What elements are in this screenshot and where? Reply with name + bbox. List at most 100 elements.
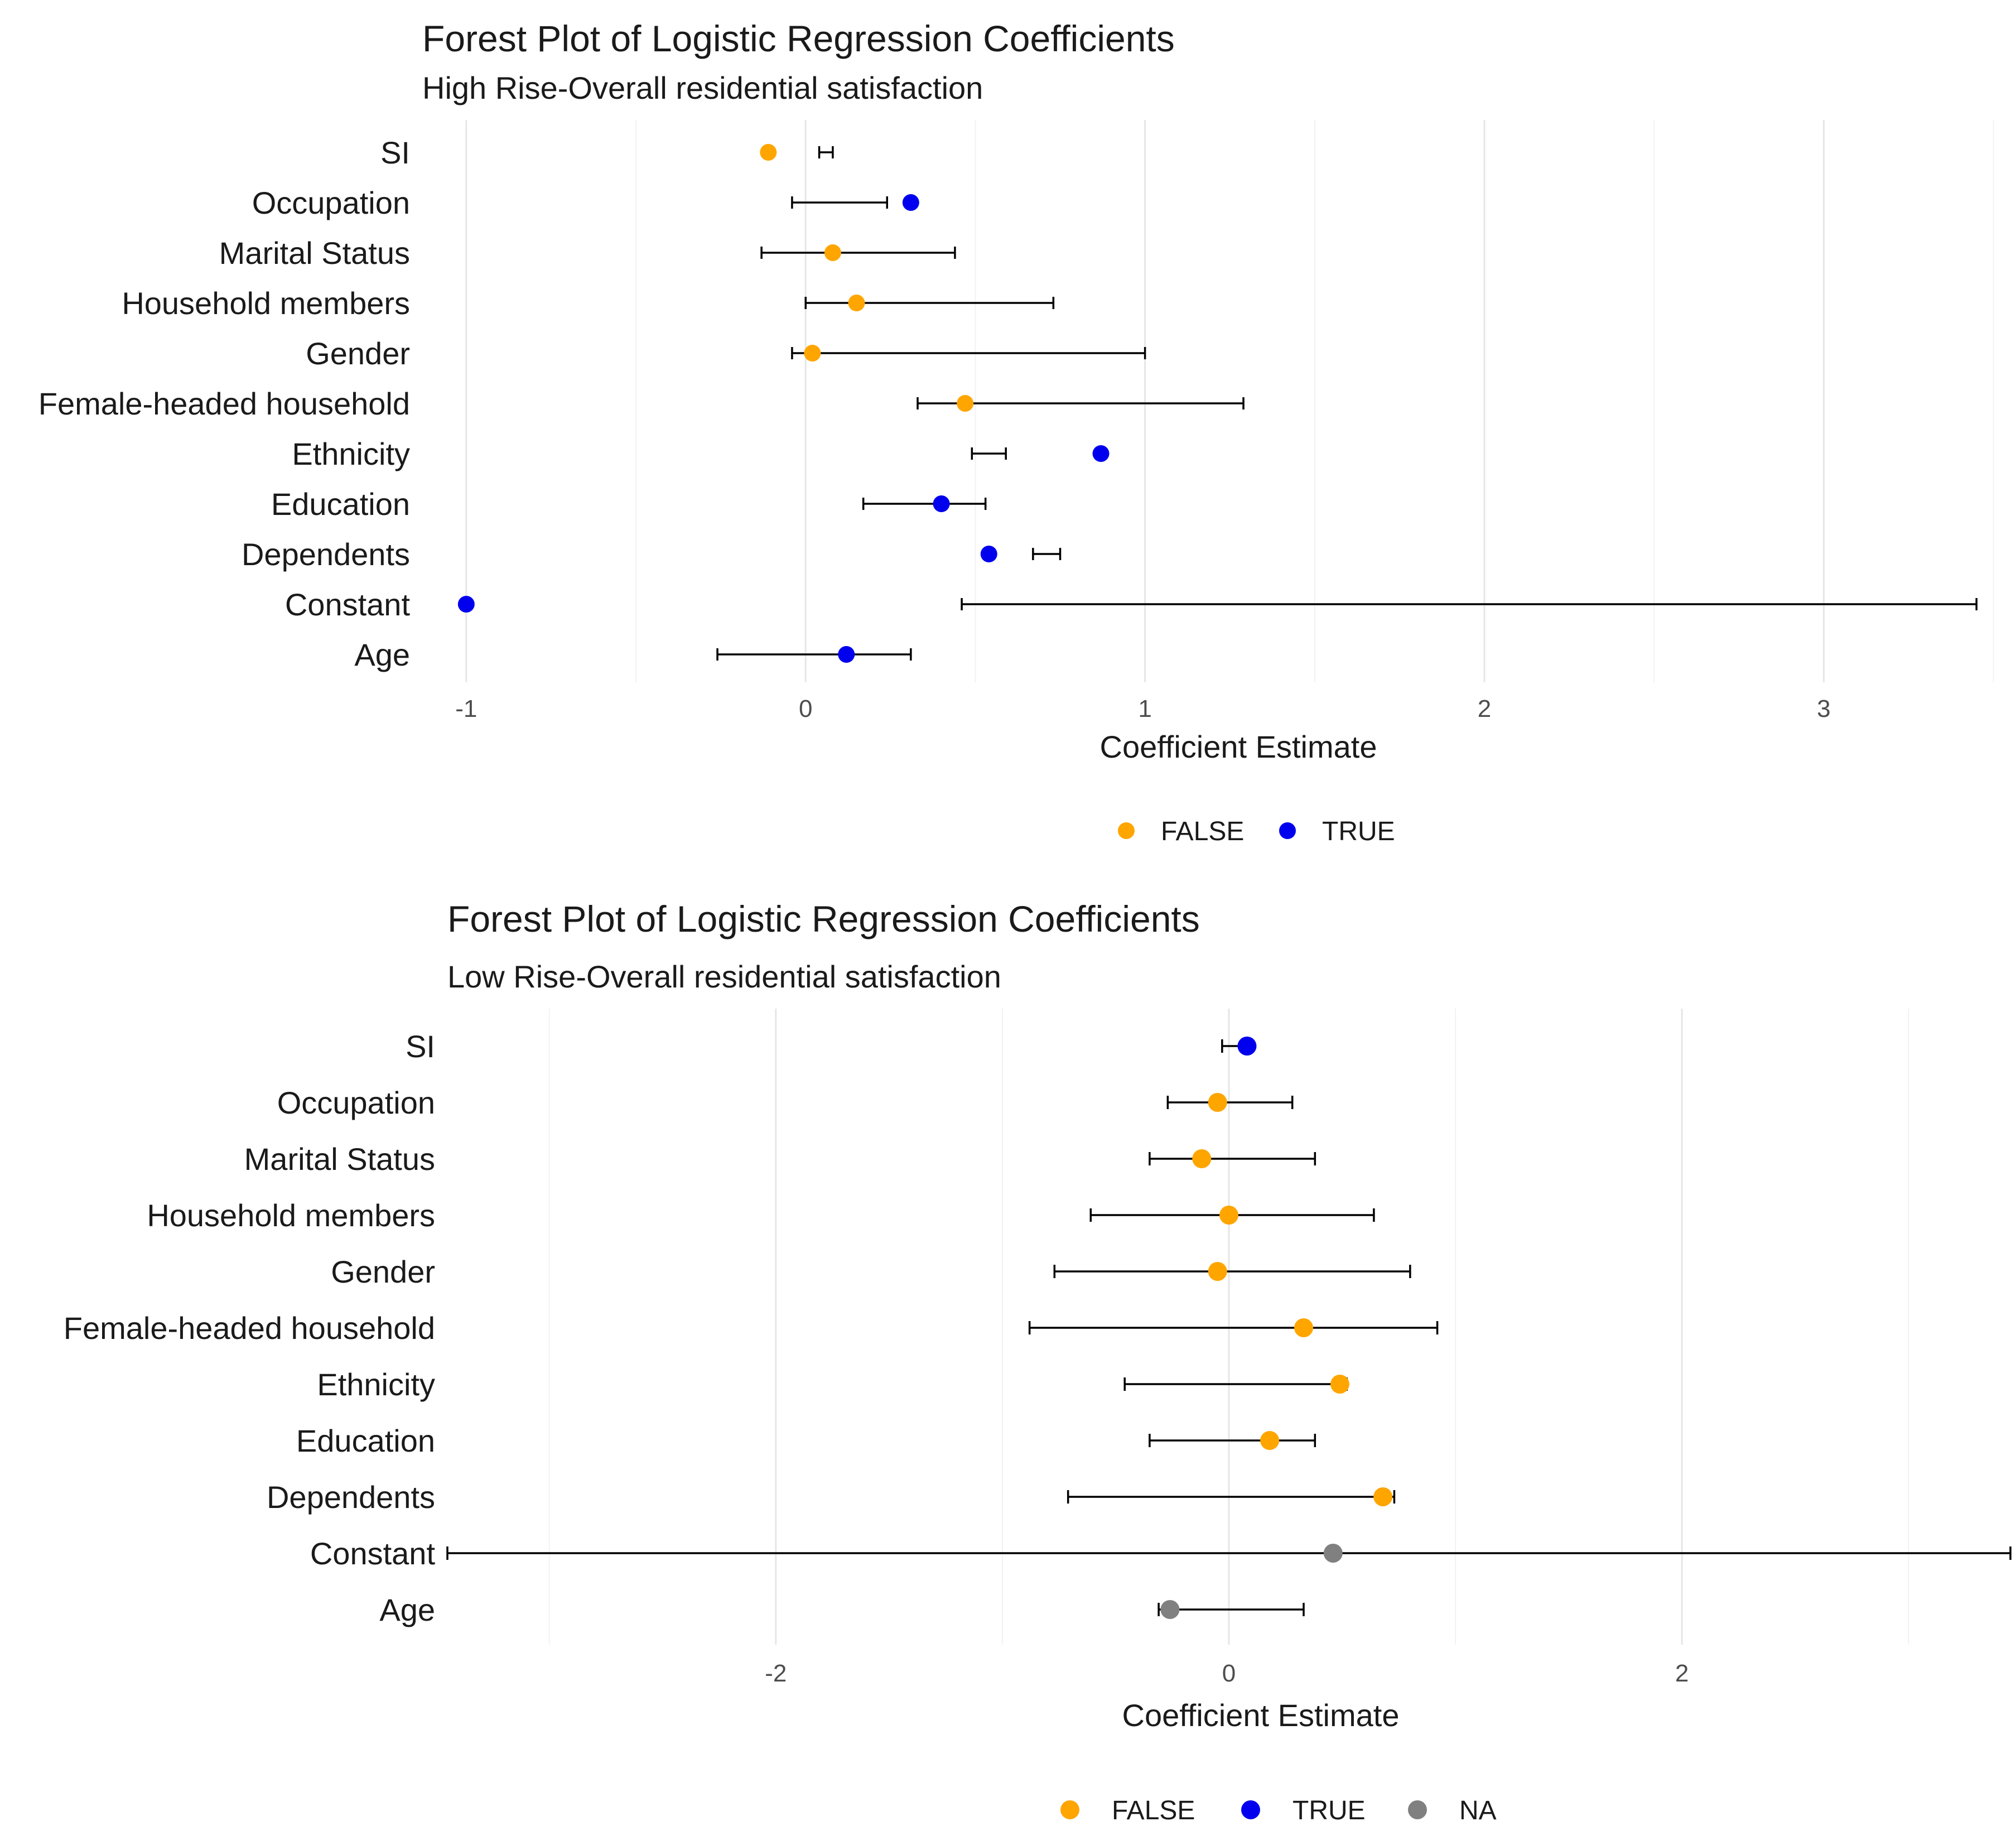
ci-errorbar: [1123, 1377, 1348, 1391]
plot1-marks: [457, 144, 1978, 663]
y-axis-label: Female-headed household: [64, 1310, 435, 1346]
low-rise-forest-plot: Forest Plot of Logistic Regression Coeff…: [64, 898, 2012, 1825]
legend-swatch: [1408, 1800, 1427, 1819]
legend-item: TRUE: [1241, 1796, 1366, 1825]
x-tick-label: 2: [1675, 1660, 1689, 1687]
plot2-marks: [446, 1037, 2012, 1619]
ci-errorbar: [818, 146, 834, 158]
legend-item: TRUE: [1279, 817, 1395, 846]
high-rise-forest-plot: Forest Plot of Logistic Regression Coeff…: [38, 18, 1994, 846]
ci-errorbar: [1053, 1265, 1411, 1278]
ci-errorbar: [1028, 1321, 1439, 1334]
estimate-point: [848, 295, 865, 311]
ci-errorbar: [862, 498, 987, 510]
plot1-grid: [465, 120, 1994, 682]
legend-item: FALSE: [1060, 1796, 1195, 1825]
estimate-point: [1208, 1262, 1227, 1281]
plot2-grid: [548, 1009, 1909, 1645]
legend-item: FALSE: [1118, 817, 1244, 846]
y-axis-label: Household members: [122, 286, 410, 321]
y-axis-label: Occupation: [252, 185, 410, 220]
plot2-x-axis-ticks: -2 0 2: [765, 1660, 1689, 1687]
plot2-y-axis-labels: SI Occupation Marital Status Household memb…: [64, 1029, 436, 1627]
ci-errorbar: [760, 247, 956, 259]
plot1-legend: FALSE TRUE: [1118, 817, 1395, 846]
plot1-x-axis-title: Coefficient Estimate: [1100, 729, 1377, 764]
legend-label: FALSE: [1161, 817, 1244, 846]
y-axis-label: Female-headed household: [38, 386, 410, 421]
estimate-point: [1260, 1431, 1280, 1450]
legend-label: TRUE: [1322, 817, 1395, 846]
y-axis-label: Age: [354, 637, 410, 672]
y-axis-label: Dependents: [267, 1480, 435, 1515]
estimate-point: [1294, 1318, 1314, 1337]
legend-item: NA: [1408, 1796, 1497, 1825]
ci-errorbar: [961, 598, 1978, 610]
x-tick-label: 2: [1478, 695, 1491, 722]
y-axis-label: Education: [296, 1423, 435, 1458]
x-tick-label: -2: [765, 1660, 787, 1687]
estimate-point: [1323, 1544, 1343, 1563]
legend-label: NA: [1459, 1796, 1497, 1825]
y-axis-label: Education: [271, 486, 410, 522]
x-tick-label: 0: [1222, 1660, 1236, 1687]
legend-swatch: [1118, 822, 1135, 839]
estimate-point: [1219, 1206, 1238, 1225]
estimate-point: [824, 244, 841, 261]
x-tick-label: 3: [1817, 695, 1830, 722]
estimate-point: [980, 546, 997, 562]
y-axis-label: SI: [380, 135, 410, 170]
estimate-point: [804, 345, 821, 362]
estimate-point: [1160, 1600, 1180, 1619]
y-axis-label: Occupation: [277, 1085, 435, 1120]
x-tick-label: -1: [455, 695, 477, 722]
estimate-point: [760, 144, 777, 161]
y-axis-label: Marital Status: [219, 235, 410, 271]
x-tick-label: 1: [1138, 695, 1151, 722]
y-axis-label: Household members: [147, 1198, 435, 1233]
y-axis-label: Constant: [310, 1536, 436, 1571]
plot1-title: Forest Plot of Logistic Regression Coeff…: [422, 18, 1175, 59]
legend-label: TRUE: [1292, 1796, 1366, 1825]
estimate-point: [1373, 1487, 1393, 1506]
ci-errorbar: [1067, 1490, 1396, 1504]
plot2-x-axis-title: Coefficient Estimate: [1122, 1698, 1400, 1733]
ci-errorbar: [446, 1546, 2012, 1560]
ci-errorbar: [1157, 1603, 1305, 1616]
legend-swatch: [1279, 822, 1296, 839]
estimate-point: [838, 646, 855, 663]
ci-errorbar: [791, 347, 1146, 359]
ci-errorbar: [1149, 1152, 1316, 1165]
ci-errorbar: [716, 648, 912, 661]
estimate-point: [1208, 1093, 1227, 1112]
ci-errorbar: [1149, 1434, 1316, 1447]
estimate-point: [1237, 1037, 1257, 1056]
plot2-title: Forest Plot of Logistic Regression Coeff…: [447, 898, 1200, 939]
y-axis-label: Gender: [306, 336, 410, 371]
plot1-x-axis-ticks: -1 0 1 2 3: [455, 695, 1830, 722]
y-axis-label: SI: [406, 1029, 435, 1064]
legend-label: FALSE: [1112, 1796, 1195, 1825]
estimate-point: [933, 495, 950, 512]
ci-errorbar: [1032, 548, 1062, 560]
ci-errorbar: [971, 447, 1007, 460]
estimate-point: [1330, 1375, 1349, 1394]
ci-errorbar: [791, 196, 888, 209]
x-tick-label: 0: [799, 695, 812, 722]
estimate-point: [902, 194, 919, 211]
plot1-y-axis-labels: SI Occupation Marital Status Household memb…: [38, 135, 411, 672]
ci-errorbar: [1166, 1096, 1294, 1109]
plot2-legend: FALSE TRUE NA: [1060, 1796, 1497, 1825]
y-axis-label: Ethnicity: [292, 436, 410, 471]
estimate-point: [457, 596, 475, 613]
legend-swatch: [1060, 1800, 1079, 1819]
ci-errorbar: [804, 297, 1055, 309]
y-axis-label: Dependents: [242, 537, 410, 572]
plot1-subtitle: High Rise-Overall residential satisfacti…: [422, 70, 983, 105]
y-axis-label: Marital Status: [244, 1141, 435, 1177]
y-axis-label: Constant: [285, 587, 411, 622]
estimate-point: [1092, 445, 1110, 462]
estimate-point: [1192, 1149, 1212, 1168]
estimate-point: [957, 395, 974, 412]
